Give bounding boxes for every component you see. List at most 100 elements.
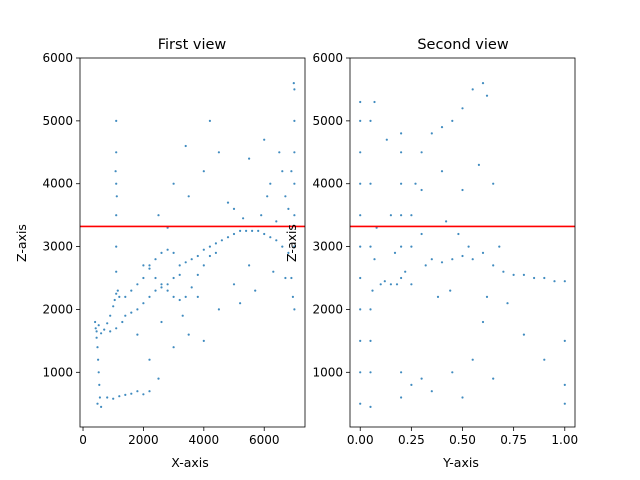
scatter-point <box>400 245 403 248</box>
scatter-point <box>451 119 454 122</box>
scatter-point <box>115 245 118 248</box>
scatter-point <box>100 405 103 408</box>
scatter-point <box>157 377 160 380</box>
y-tick-label: 3000 <box>312 240 343 254</box>
scatter-point <box>420 151 423 154</box>
scatter-point <box>257 229 260 232</box>
scatter-point <box>359 371 362 374</box>
scatter-point <box>269 182 272 185</box>
scatter-point <box>445 220 448 223</box>
first-view-panel: First view X-axis Z-axis 0 2000 4000 6000 10… <box>14 37 306 470</box>
scatter-point <box>115 195 118 198</box>
scatter-point <box>269 236 272 239</box>
axis-ticks: 0.00 0.25 0.50 0.75 1.00 1000 2000 3000 4000 5000… <box>312 51 578 447</box>
scatter-point <box>184 295 187 298</box>
y-tick-label: 4000 <box>42 177 73 191</box>
scatter-point <box>359 402 362 405</box>
scatter-point <box>420 377 423 380</box>
scatter-point <box>266 195 269 198</box>
scatter-point <box>481 320 485 324</box>
scatter-point <box>292 82 295 85</box>
scatter-point <box>430 258 433 261</box>
scatter-point <box>410 383 413 386</box>
scatter-point <box>451 258 454 261</box>
scatter-point <box>160 286 163 289</box>
scatter-point <box>154 289 157 292</box>
scatter-point <box>506 302 509 305</box>
scatter-point <box>148 267 151 270</box>
scatter-point <box>400 151 403 154</box>
scatter-point <box>178 264 181 267</box>
scatter-point <box>178 273 181 276</box>
y-tick-label: 5000 <box>312 114 343 128</box>
scatter-point <box>533 276 536 280</box>
scatter-point <box>94 320 97 324</box>
scatter-point <box>293 119 296 122</box>
scatter-point <box>502 270 505 273</box>
scatter-point <box>115 214 118 217</box>
scatter-point <box>430 390 433 393</box>
scatter-point <box>202 339 205 342</box>
x-axis-label: X-axis <box>171 455 209 470</box>
scatter-point <box>181 314 184 317</box>
scatter-point <box>359 339 362 342</box>
scatter-point <box>187 195 190 198</box>
scatter-point <box>97 358 100 361</box>
scatter-point <box>359 119 362 122</box>
scatter-point <box>196 273 199 276</box>
scatter-point <box>148 390 151 393</box>
scatter-point <box>113 298 116 302</box>
scatter-point <box>172 276 175 280</box>
scatter-points <box>359 82 566 408</box>
scatter-point <box>115 182 118 185</box>
scatter-point <box>115 270 118 273</box>
scatter-point <box>260 214 263 217</box>
x-tick-label: 0.50 <box>449 433 476 447</box>
scatter-point <box>414 182 417 185</box>
scatter-point <box>124 295 127 298</box>
scatter-point <box>461 396 464 399</box>
y-tick-label: 3000 <box>42 240 73 254</box>
scatter-point <box>95 336 98 339</box>
scatter-point <box>245 229 248 232</box>
scatter-point <box>148 358 151 361</box>
scatter-point <box>254 289 257 292</box>
scatter-point <box>95 330 98 333</box>
scatter-point <box>172 346 175 349</box>
scatter-point <box>136 390 139 393</box>
scatter-point <box>369 371 372 374</box>
scatter-point <box>251 229 254 232</box>
scatter-point <box>404 270 407 273</box>
plot-frame <box>349 57 576 428</box>
scatter-point <box>208 119 211 122</box>
scatter-point <box>291 295 294 298</box>
scatter-point <box>281 245 284 248</box>
scatter-point <box>373 100 376 104</box>
scatter-point <box>130 311 133 314</box>
scatter-point <box>232 207 236 210</box>
scatter-point <box>389 283 392 286</box>
scatter-point <box>172 251 175 254</box>
scatter-point <box>142 393 145 396</box>
scatter-point <box>420 188 423 192</box>
scatter-point <box>440 170 444 173</box>
scatter-point <box>369 245 372 248</box>
scatter-point <box>293 151 296 154</box>
x-tick-label: 0 <box>79 433 87 447</box>
scatter-point <box>461 107 464 110</box>
scatter-point <box>393 251 397 254</box>
scatter-point <box>115 151 118 154</box>
scatter-point <box>485 94 489 97</box>
scatter-point <box>284 276 287 280</box>
scatter-point <box>284 195 287 198</box>
scatter-point <box>389 214 392 217</box>
scatter-point <box>359 245 362 248</box>
scatter-point <box>154 276 157 280</box>
scatter-point <box>154 258 157 261</box>
scatter-point <box>263 138 266 141</box>
scatter-point <box>359 100 362 104</box>
scatter-point <box>563 383 566 386</box>
scatter-point <box>449 289 452 292</box>
